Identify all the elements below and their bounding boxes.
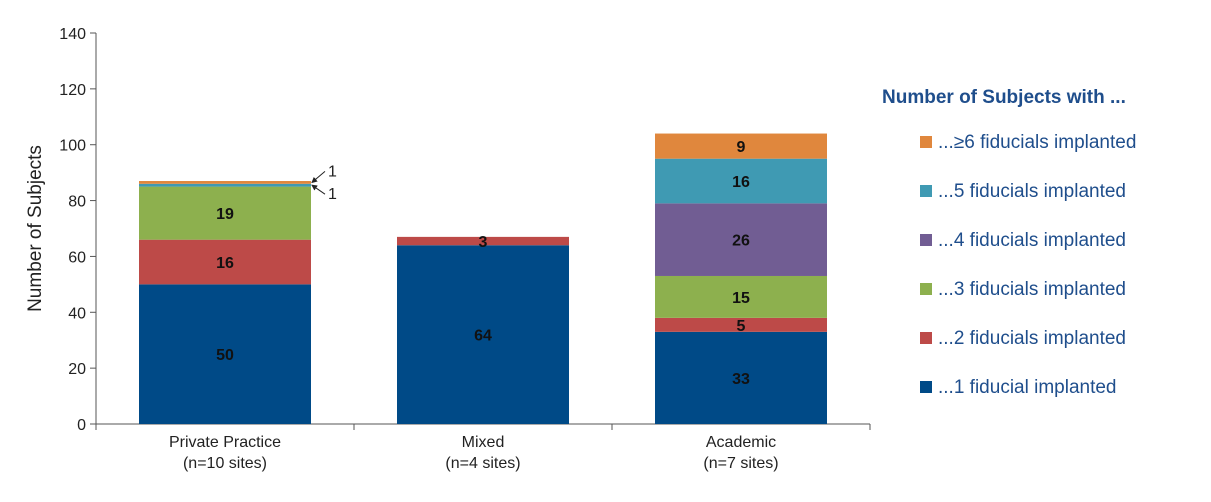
data-label: 26	[732, 233, 750, 250]
category-sublabel: (n=10 sites)	[183, 455, 267, 472]
legend-entry: ...5 fiducials implanted	[938, 181, 1126, 202]
data-label: 50	[216, 347, 234, 364]
y-tick-label: 120	[59, 82, 86, 99]
y-tick-label: 0	[77, 417, 86, 434]
category-label: Mixed	[462, 434, 505, 451]
y-tick-label: 40	[68, 305, 86, 322]
bar-segment	[139, 181, 311, 184]
annotation-label: 1	[328, 186, 337, 203]
bar-segment	[655, 203, 827, 276]
bar-segment	[139, 239, 311, 285]
axes: 0 20 40 60 80 100 120 140 Number of Subjects Priv…	[25, 26, 871, 472]
bar-segment	[655, 158, 827, 204]
y-tick-label: 80	[68, 194, 86, 211]
data-label: 16	[732, 174, 750, 191]
bar-segment	[655, 133, 827, 159]
legend: Number of Subjects with ... ...≥6 fiducia…	[882, 87, 1136, 398]
bar-segment	[655, 275, 827, 318]
category-sublabel: (n=4 sites)	[445, 455, 520, 472]
data-label: 19	[216, 206, 234, 223]
annotation-arrow	[311, 171, 326, 184]
data-label: 16	[216, 255, 234, 272]
data-label: 64	[474, 328, 492, 345]
legend-swatch	[920, 332, 932, 344]
legend-entry: ...1 fiducial implanted	[938, 377, 1117, 398]
legend-entry: ...4 fiducials implanted	[938, 230, 1126, 251]
legend-title: Number of Subjects with ...	[882, 87, 1126, 108]
legend-swatch	[920, 234, 932, 246]
legend-swatch	[920, 185, 932, 197]
bars	[139, 133, 827, 424]
legend-swatch	[920, 136, 932, 148]
y-tick-label: 140	[59, 26, 86, 43]
data-label: 5	[737, 318, 746, 335]
y-tick-label: 60	[68, 249, 86, 266]
data-label: 3	[479, 234, 488, 251]
data-label: 15	[732, 290, 750, 307]
legend-swatch	[920, 381, 932, 393]
bar-segment	[655, 331, 827, 424]
annotation-arrow	[311, 184, 326, 195]
bar-segment	[139, 183, 311, 187]
bar-segment	[397, 245, 569, 424]
bar-segment	[655, 317, 827, 332]
legend-entry: ...2 fiducials implanted	[938, 328, 1126, 349]
legend-swatch	[920, 283, 932, 295]
category-label: Private Practice	[169, 434, 281, 451]
bar-segment	[139, 186, 311, 240]
y-tick-label: 20	[68, 361, 86, 378]
annotation-label: 1	[328, 163, 337, 180]
data-label: 9	[737, 139, 746, 156]
legend-entry: ...≥6 fiducials implanted	[938, 132, 1136, 153]
category-label: Academic	[706, 434, 776, 451]
bar-segment	[397, 236, 569, 246]
y-axis-title: Number of Subjects	[25, 145, 46, 312]
category-sublabel: (n=7 sites)	[703, 455, 778, 472]
data-label: 33	[732, 371, 750, 388]
y-tick-label: 100	[59, 138, 86, 155]
bar-segment	[139, 284, 311, 424]
legend-entry: ...3 fiducials implanted	[938, 279, 1126, 300]
